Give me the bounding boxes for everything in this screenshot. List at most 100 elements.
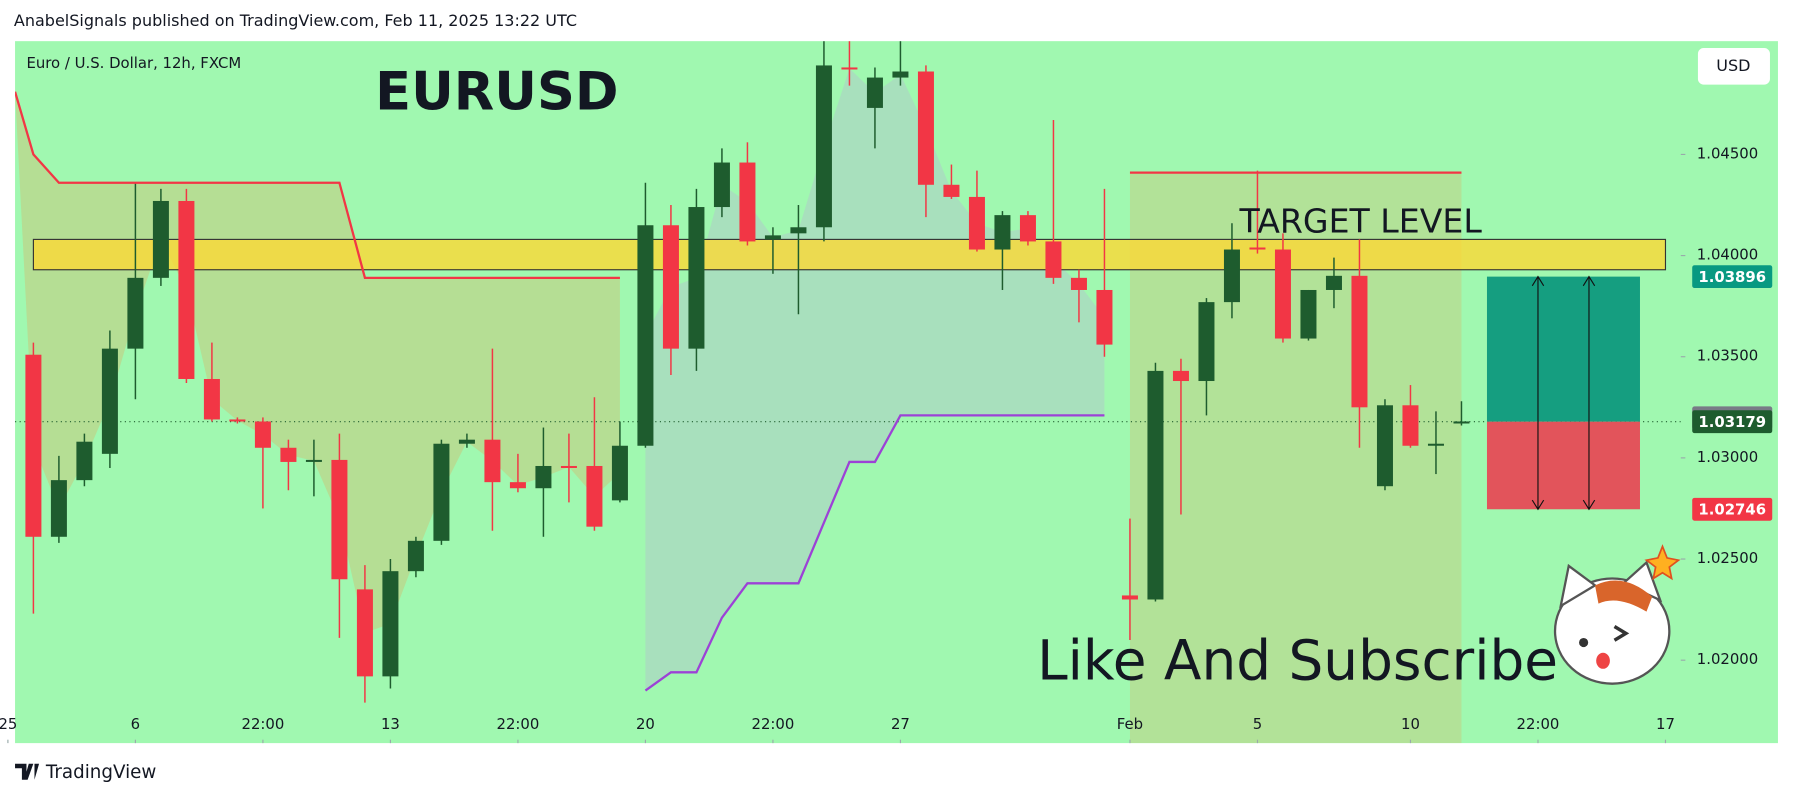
x-tick-label: 17 (1656, 715, 1675, 733)
x-tick-label: 10 (1401, 715, 1420, 733)
y-tick-label: 1.04500 (1697, 144, 1758, 162)
x-tick-label: 22:00 (1517, 715, 1560, 733)
candle-body (611, 445, 628, 501)
candle-body (1249, 247, 1266, 250)
arrow-head (1582, 499, 1596, 511)
y-tick-label: 1.03500 (1697, 347, 1758, 365)
price-badge-label: 1.03896 (1698, 268, 1766, 286)
arrow-head (1531, 499, 1545, 511)
candle-body (25, 354, 42, 537)
plot-area (15, 41, 1681, 744)
candle-body (1427, 443, 1444, 446)
candle-body (1045, 241, 1062, 278)
profit-zone (1486, 276, 1640, 422)
candle-body (764, 235, 781, 240)
candle-body (994, 215, 1011, 250)
candle-body (484, 439, 501, 483)
candle-body (433, 443, 450, 541)
x-tick-label: 22:00 (497, 715, 540, 733)
cat-sticker (1553, 544, 1681, 685)
loss-zone (1486, 421, 1640, 510)
x-tick-label: 27 (891, 715, 910, 733)
candle-body (101, 348, 118, 454)
candle-body (968, 196, 985, 250)
candle-body (586, 465, 603, 527)
y-tick-label: 1.02500 (1697, 549, 1758, 567)
publish-header: AnabelSignals published on TradingView.c… (14, 11, 577, 30)
currency-label[interactable]: USD (1716, 56, 1750, 75)
price-badge-label: 1.03179 (1698, 413, 1766, 431)
tv-logo (15, 763, 40, 780)
candle-body (560, 465, 577, 469)
y-tick-label: 1.02000 (1697, 650, 1758, 668)
x-tick-label: 25 (0, 715, 17, 733)
candle-body (178, 200, 195, 379)
candle-body (1223, 249, 1240, 303)
x-tick-label: 22:00 (752, 715, 795, 733)
target-label: TARGET LEVEL (1239, 201, 1483, 240)
candle-body (1300, 289, 1317, 339)
arrow-head (1582, 275, 1596, 287)
candle-body (892, 71, 909, 78)
candle-body (458, 439, 475, 444)
chart-title: EURUSD (375, 62, 618, 123)
currency-button[interactable] (1697, 48, 1770, 85)
price-badge (1692, 265, 1773, 289)
x-tick-label: 22:00 (241, 715, 284, 733)
candle-body (1453, 421, 1470, 424)
candle-body (509, 482, 526, 489)
candle-body (152, 200, 169, 278)
target-zone (32, 238, 1667, 271)
footer-brand: TradingView (45, 762, 157, 783)
candle-body (407, 540, 424, 572)
candle-body (127, 277, 144, 349)
candle-body (841, 67, 858, 70)
candle-body (688, 207, 705, 349)
candle-body (1019, 215, 1036, 242)
candle-body (76, 441, 93, 481)
indicator-line (644, 414, 1105, 692)
candle-body (662, 225, 679, 349)
price-badge (1692, 410, 1773, 434)
x-tick-label: 20 (636, 715, 655, 733)
candle-body (203, 378, 220, 420)
arrow-head (1531, 275, 1545, 287)
candle-body (1402, 405, 1419, 446)
candle-body (917, 71, 934, 185)
price-badge-label: 1.02746 (1698, 500, 1766, 518)
trend-fill (645, 68, 1105, 691)
candle-body (1070, 277, 1087, 290)
candle-body (535, 465, 552, 489)
candle-body (637, 225, 654, 446)
candle-body (305, 459, 322, 462)
candle-body (1172, 370, 1189, 382)
candle-body (254, 421, 271, 448)
annotation: Like And Subscribe (1037, 628, 1558, 692)
price-badge (1692, 497, 1773, 521)
candle-body (1376, 405, 1393, 487)
candle-body (356, 589, 373, 677)
candle-body (1121, 595, 1138, 600)
candle-body (50, 480, 67, 537)
candle-body (1325, 275, 1342, 290)
candle-body (739, 162, 756, 242)
candle-body (331, 459, 348, 580)
candle-body (713, 162, 730, 208)
candle-body (1096, 289, 1113, 345)
candle-body (943, 184, 960, 197)
candle-body (815, 65, 832, 228)
y-tick-label: 1.04000 (1697, 246, 1758, 264)
candle-body (1351, 275, 1368, 408)
candle-body (866, 77, 883, 108)
candle-body (1198, 302, 1215, 382)
symbol-label: Euro / U.S. Dollar, 12h, FXCM (26, 54, 241, 72)
indicator-line (15, 91, 620, 279)
candle-body (280, 447, 297, 462)
x-tick-label: 6 (131, 715, 140, 733)
y-tick-label: 1.03000 (1697, 448, 1758, 466)
x-tick-label: 5 (1253, 715, 1262, 733)
x-tick-label: 13 (381, 715, 400, 733)
x-tick-label: Feb (1117, 715, 1143, 733)
